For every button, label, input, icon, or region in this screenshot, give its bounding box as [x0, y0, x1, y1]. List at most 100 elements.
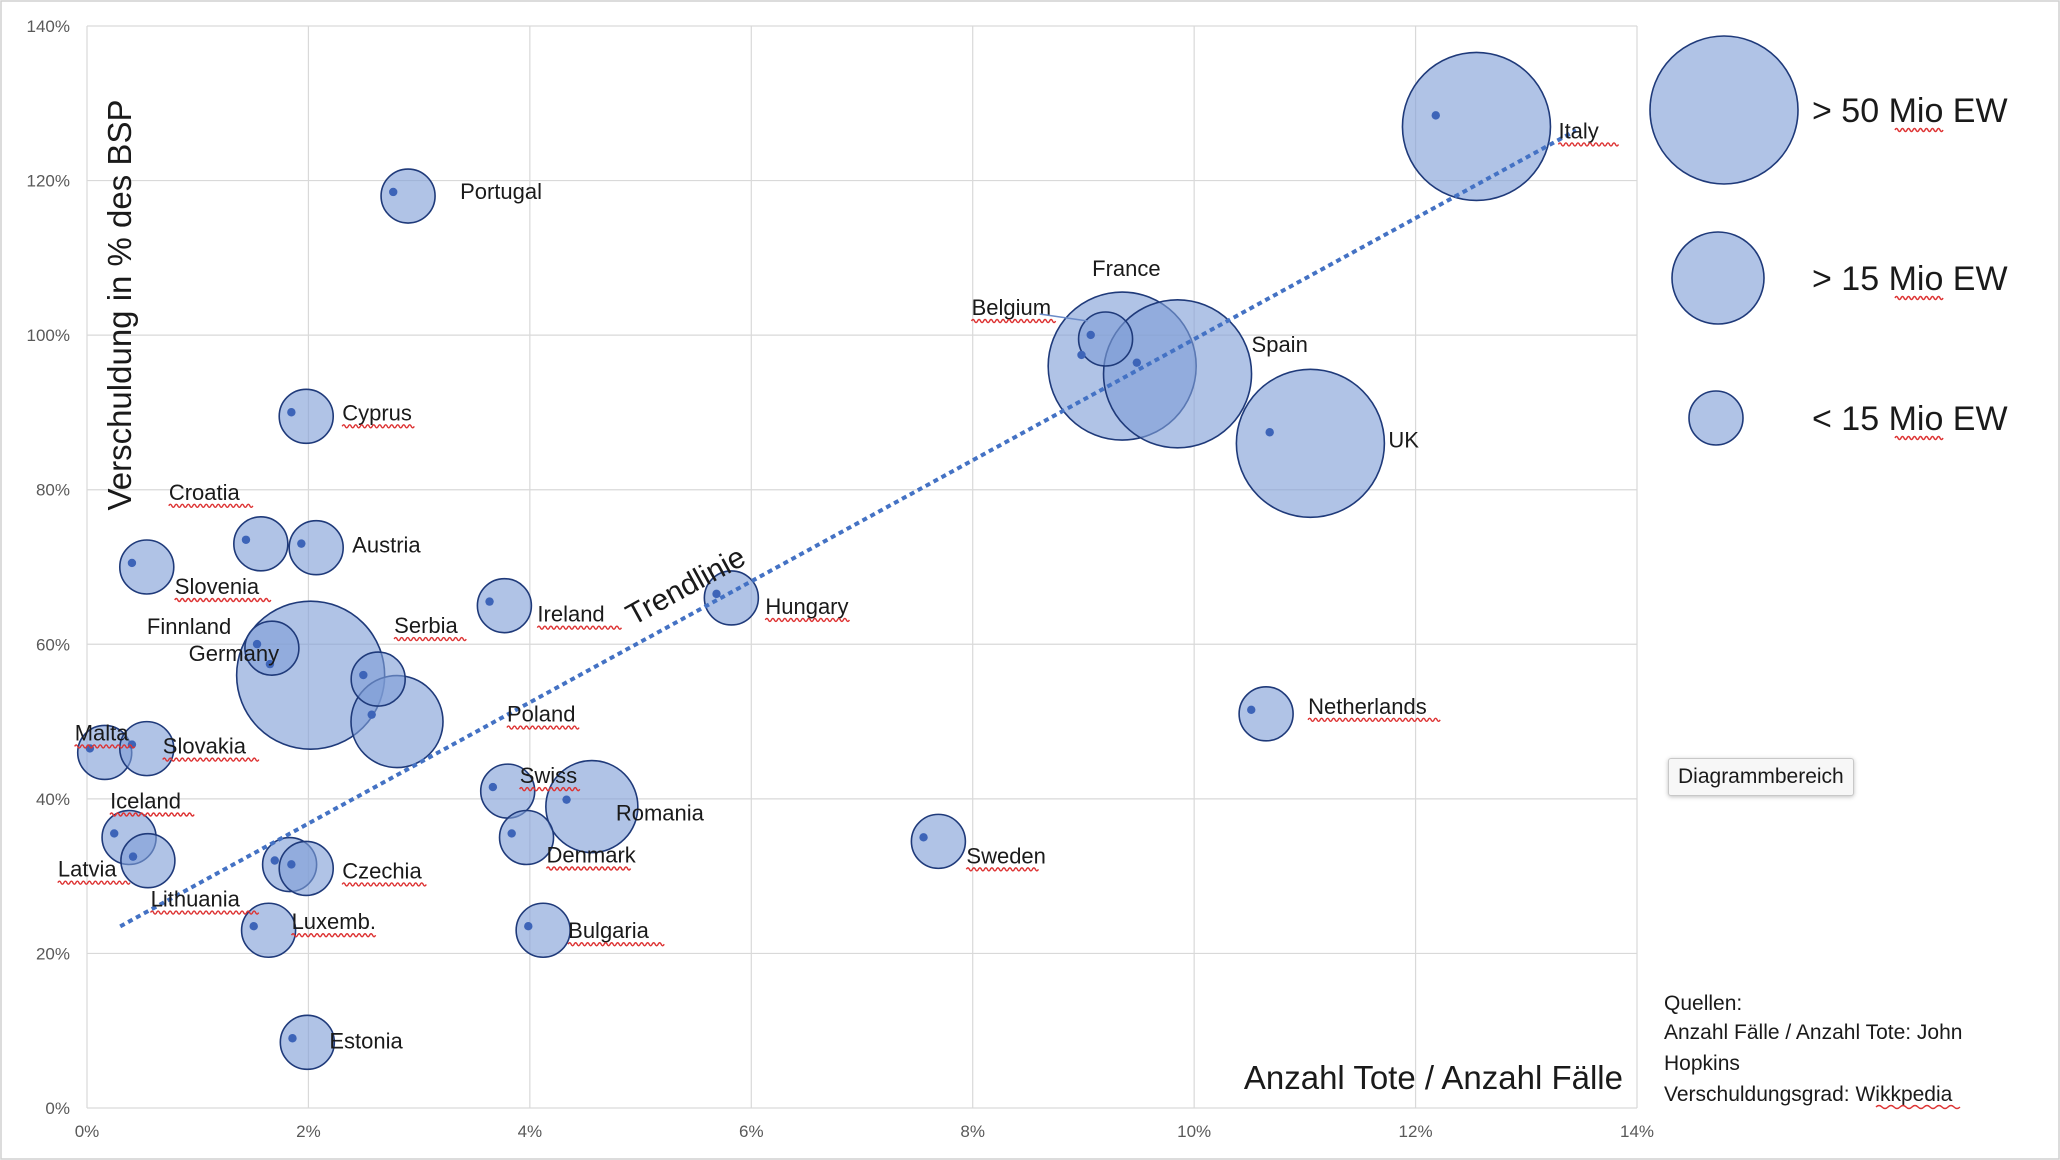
- data-label-estonia: Estonia: [329, 1028, 403, 1053]
- bubble-italy: [1401, 51, 1552, 202]
- bubble-romania: [545, 759, 639, 854]
- data-label-malta: Malta: [75, 720, 130, 745]
- data-label-luxemb: Luxemb.: [292, 909, 376, 934]
- spellcheck-denmark: [545, 866, 632, 871]
- x-tick-label-3: 6%: [739, 1122, 764, 1141]
- bubble-spain: [1102, 298, 1253, 449]
- data-label-slovenia: Slovenia: [175, 574, 260, 599]
- y-tick-label-6: 120%: [27, 172, 70, 191]
- bubble-luxemb: [240, 902, 297, 959]
- bubble-dot-poland: [367, 710, 376, 719]
- data-label-spain: Spain: [1252, 332, 1308, 357]
- data-label-italy: Italy: [1558, 118, 1598, 143]
- data-label-romania: Romania: [616, 801, 705, 826]
- bubble-dot-slovenia: [127, 558, 137, 568]
- x-tick-label-1: 2%: [296, 1122, 321, 1141]
- y-tick-label-5: 100%: [27, 326, 70, 345]
- data-label-bulgaria: Bulgaria: [568, 918, 649, 943]
- data-label-sweden: Sweden: [966, 843, 1046, 868]
- bubble-slovakia: [118, 720, 175, 777]
- bubble-cyprus: [278, 388, 335, 445]
- chart-area-tooltip: Diagrammbereich: [1668, 758, 1854, 796]
- spellcheck-hungary: [764, 617, 850, 623]
- spellcheck-swiss: [519, 786, 581, 792]
- data-labels: Italy Portugal France Spain Belgium UK Cyprus C…: [57, 118, 1620, 1053]
- bubble-portugal: [380, 168, 436, 224]
- data-label-denmark: Denmark: [547, 843, 637, 868]
- bubble-dot-swiss: [488, 782, 498, 792]
- bubble-belgium: [1077, 311, 1134, 367]
- bubble-dot-france: [1077, 350, 1086, 360]
- data-label-latvia: Latvia: [58, 857, 117, 882]
- bubble-dot-finnland: [252, 639, 262, 649]
- bubble-dot-luxemb: [249, 921, 258, 931]
- x-tick-label-0: 0%: [75, 1122, 100, 1141]
- sources-line-2: Anzahl Fälle / Anzahl Tote: John: [1664, 1021, 1962, 1044]
- spellcheck-slovenia: [174, 597, 272, 603]
- bubble-netherlands: [1238, 686, 1294, 742]
- data-label-hungary: Hungary: [765, 594, 848, 619]
- bubble-dot-sweden: [919, 833, 928, 842]
- bubble-sweden: [910, 813, 967, 870]
- legend-bubble-medium: [1671, 231, 1765, 325]
- bubble-dot-malta: [85, 744, 95, 753]
- bubble-dot-bulgaria: [524, 921, 533, 931]
- legend-spellcheck-large: [1894, 127, 1944, 133]
- sources-line-3: Hopkins: [1664, 1052, 1740, 1075]
- spellcheck-bulgaria: [567, 942, 665, 947]
- bubbles: [76, 51, 1552, 1071]
- x-axis-title: Anzahl Tote / Anzahl Fälle: [1244, 1059, 1623, 1096]
- bubble-finnland: [244, 620, 300, 676]
- x-tick-label-7: 14%: [1620, 1122, 1654, 1141]
- x-tick-label-6: 12%: [1399, 1122, 1433, 1141]
- bubble-czechia: [278, 840, 335, 897]
- bubble-bulgaria: [515, 902, 571, 959]
- bubble-dot-italy: [1431, 111, 1440, 120]
- data-label-slovakia: Slovakia: [163, 734, 247, 759]
- bubble-dot-hungary: [712, 589, 721, 599]
- spellcheck-ireland: [536, 625, 623, 630]
- data-label-austria: Austria: [352, 533, 421, 558]
- legend-bubble-large: [1649, 35, 1799, 185]
- bubble-dot-estonia: [288, 1034, 297, 1043]
- spellcheck-sweden: [965, 867, 1040, 872]
- bubble-slovenia: [118, 539, 175, 595]
- data-label-cyprus: Cyprus: [342, 400, 412, 425]
- spellcheck-iceland: [109, 812, 195, 817]
- bubble-dot-lithuania: [270, 856, 279, 865]
- tick-labels: 0% 2% 4% 6% 8% 10% 12% 14% 0% 20% 40% 60% 80% 100% 120…: [27, 17, 1655, 1141]
- legend-label-medium: > 15 Mio EW: [1812, 260, 2008, 298]
- x-tick-label-5: 10%: [1177, 1122, 1211, 1141]
- y-tick-label-4: 80%: [36, 481, 70, 500]
- bubble-dot-romania: [562, 795, 571, 804]
- bubble-dot-croatia: [241, 535, 251, 544]
- bubble-latvia: [120, 832, 176, 889]
- bubble-dot-belgium: [1086, 330, 1095, 340]
- data-label-belgium: Belgium: [972, 295, 1051, 320]
- spellcheck-lithuania: [149, 910, 260, 915]
- legend-label-large: > 50 Mio EW: [1812, 92, 2008, 130]
- bubble-dot-ireland: [485, 597, 494, 606]
- bubble-denmark: [498, 809, 555, 866]
- bubble-dot-czechia: [287, 860, 296, 869]
- spellcheck-netherlands: [1307, 717, 1441, 723]
- legend-bubble-small: [1688, 390, 1744, 446]
- bubble-dot-uk: [1265, 428, 1274, 437]
- data-label-croatia: Croatia: [169, 480, 241, 505]
- data-label-france: France: [1092, 256, 1160, 281]
- belgium-leader-line: [1039, 313, 1088, 322]
- bubble-dot-latvia: [128, 852, 138, 861]
- data-label-ireland: Ireland: [537, 602, 604, 627]
- spellcheck-luxemb: [290, 933, 377, 938]
- data-label-serbia: Serbia: [394, 613, 458, 638]
- spellcheck-malta: [74, 744, 136, 749]
- bubble-dot-portugal: [389, 187, 398, 197]
- bubble-serbia: [350, 651, 406, 707]
- spellcheck-belgium: [970, 318, 1057, 324]
- bubble-croatia: [233, 516, 289, 572]
- bubble-dot-iceland: [110, 829, 119, 838]
- data-label-netherlands: Netherlands: [1308, 694, 1427, 719]
- bubble-ireland: [476, 577, 533, 634]
- spellcheck-croatia: [168, 503, 254, 508]
